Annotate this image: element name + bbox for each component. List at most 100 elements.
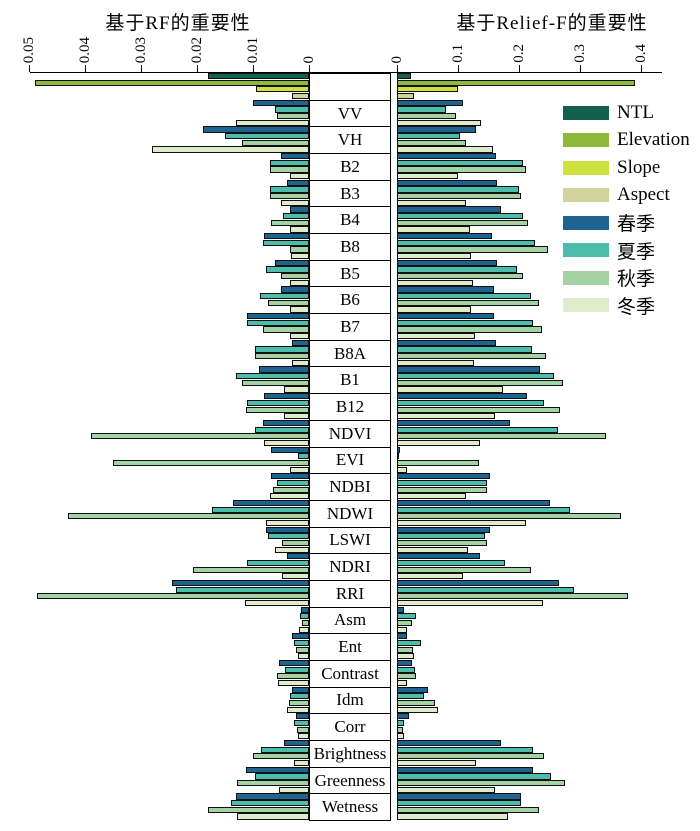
bar-right-Wetness-春季 [397, 793, 521, 800]
bar-right-B2-冬季 [397, 173, 458, 180]
legend-swatch [563, 243, 609, 258]
bar-left-NDRI-春季 [286, 553, 309, 560]
legend-swatch [563, 270, 609, 285]
bar-left-B8A-冬季 [292, 359, 309, 366]
bar-left-NDWI-秋季 [68, 513, 309, 520]
bar-left-Wetness-春季 [236, 793, 309, 800]
bar-left-B3-秋季 [269, 193, 309, 200]
bar-left-B8-春季 [264, 233, 309, 240]
bar-left-Contrast-冬季 [278, 679, 309, 687]
bar-left-Idm-夏季 [289, 693, 309, 700]
bar-left-Contrast-春季 [278, 659, 309, 667]
bar-right-NDVI-秋季 [397, 433, 607, 440]
bar-right-Contrast-春季 [397, 659, 412, 667]
category-label-NDVI: NDVI [309, 419, 391, 448]
bar-left-NDVI-冬季 [264, 439, 309, 446]
bar-left-Greenness-春季 [246, 766, 309, 773]
bar-left-Wetness-冬季 [237, 813, 309, 820]
bar-right-Asm-夏季 [397, 613, 416, 620]
left-axis-tick-label: 0.04 [75, 10, 95, 63]
category-label-B7: B7 [309, 313, 391, 341]
category-label-NDWI: NDWI [309, 499, 391, 528]
bar-left-EVI-秋季 [113, 459, 309, 467]
left-axis-tick [309, 65, 310, 72]
bar-left-VV-夏季 [275, 106, 309, 113]
category-label-B5: B5 [309, 259, 391, 288]
bar-left-VH-冬季 [152, 146, 309, 153]
bar-left-Idm-秋季 [288, 699, 309, 707]
bar-left-Wetness-夏季 [231, 800, 309, 807]
bar-right-Asm-秋季 [397, 619, 412, 627]
bar-left-NDWI-夏季 [211, 506, 309, 513]
bar-left-B12-秋季 [245, 406, 309, 413]
bar-left-B8A-夏季 [255, 346, 309, 353]
left-tick-text: 0.05 [21, 36, 37, 63]
category-label-Contrast: Contrast [309, 659, 391, 688]
bar-right-Idm-春季 [397, 686, 428, 693]
category-label-LSWI: LSWI [309, 526, 391, 555]
bar-left-Ent-冬季 [297, 653, 309, 660]
legend-label: Slope [617, 156, 661, 178]
bar-left-NDWI-春季 [233, 499, 309, 507]
bar-left-RRI-春季 [171, 579, 309, 587]
legend-label: Aspect [617, 184, 670, 206]
legend-item-Aspect: Aspect [563, 182, 690, 210]
bar-left-NDBI-春季 [271, 473, 309, 480]
bar-right-Greenness-夏季 [397, 773, 551, 780]
legend-swatch [563, 188, 609, 203]
legend-swatch [563, 215, 609, 230]
right-axis-tick [519, 65, 520, 72]
bar-right-Idm-秋季 [397, 699, 436, 707]
bar-left-VV-春季 [253, 99, 309, 106]
bar-left-Corr-秋季 [296, 726, 309, 733]
category-label-Greenness: Greenness [309, 766, 391, 795]
bar-right-B8A-春季 [397, 339, 496, 346]
right-tick-text: 0.1 [450, 44, 466, 63]
bar-right-LSWI-夏季 [397, 533, 486, 540]
bar-right-NDBI-夏季 [397, 479, 488, 487]
bar-right-B3-夏季 [397, 186, 519, 193]
bar-left-B3-夏季 [269, 186, 309, 193]
bar-right-B7-冬季 [397, 333, 476, 340]
category-label-EVI: EVI [309, 446, 391, 475]
bar-right-VV-春季 [397, 99, 463, 106]
legend-label: 夏季 [617, 241, 656, 263]
right-axis-tick-label: 0.4 [631, 10, 651, 63]
legend-item-春季: 春季 [563, 209, 690, 237]
bar-right-B6-夏季 [397, 293, 532, 300]
bar-left-NDBI-秋季 [272, 486, 309, 493]
bar-left-topo-Elevation [34, 79, 309, 86]
bar-left-B8-冬季 [290, 253, 309, 260]
bar-left-NDVI-春季 [262, 419, 309, 426]
bar-right-VH-春季 [397, 126, 477, 133]
legend-item-夏季: 夏季 [563, 237, 690, 265]
legend-item-Elevation: Elevation [563, 127, 690, 155]
bar-left-Ent-春季 [292, 633, 309, 640]
bar-right-B2-夏季 [397, 159, 524, 166]
category-label-RRI: RRI [309, 579, 391, 608]
bar-right-Greenness-冬季 [397, 786, 495, 793]
right-zero-line [397, 72, 398, 820]
bar-right-Contrast-秋季 [397, 673, 416, 680]
bar-left-B5-春季 [275, 259, 309, 266]
bar-left-Greenness-秋季 [237, 780, 309, 787]
bar-right-Ent-春季 [397, 633, 407, 640]
legend-label: 冬季 [617, 296, 656, 318]
bar-left-Brightness-夏季 [261, 746, 309, 753]
category-label-Brightness: Brightness [309, 740, 391, 768]
legend-label: 春季 [617, 214, 656, 236]
left-axis-tick-label: 0.03 [131, 10, 151, 63]
category-label-B6: B6 [309, 286, 391, 315]
category-label-VV: VV [309, 99, 391, 128]
bar-right-Idm-夏季 [397, 693, 425, 700]
bar-right-Contrast-夏季 [397, 666, 415, 673]
bar-left-B6-夏季 [259, 293, 309, 300]
bar-left-RRI-冬季 [244, 599, 309, 607]
bar-right-B3-春季 [397, 179, 498, 186]
bar-right-RRI-冬季 [397, 599, 543, 607]
bar-left-Idm-春季 [292, 686, 309, 693]
left-axis-tick [141, 65, 142, 72]
right-axis-title: 基于Relief-F的重要性 [456, 13, 648, 34]
bar-left-Greenness-夏季 [254, 773, 309, 780]
bar-left-Asm-春季 [300, 606, 309, 613]
